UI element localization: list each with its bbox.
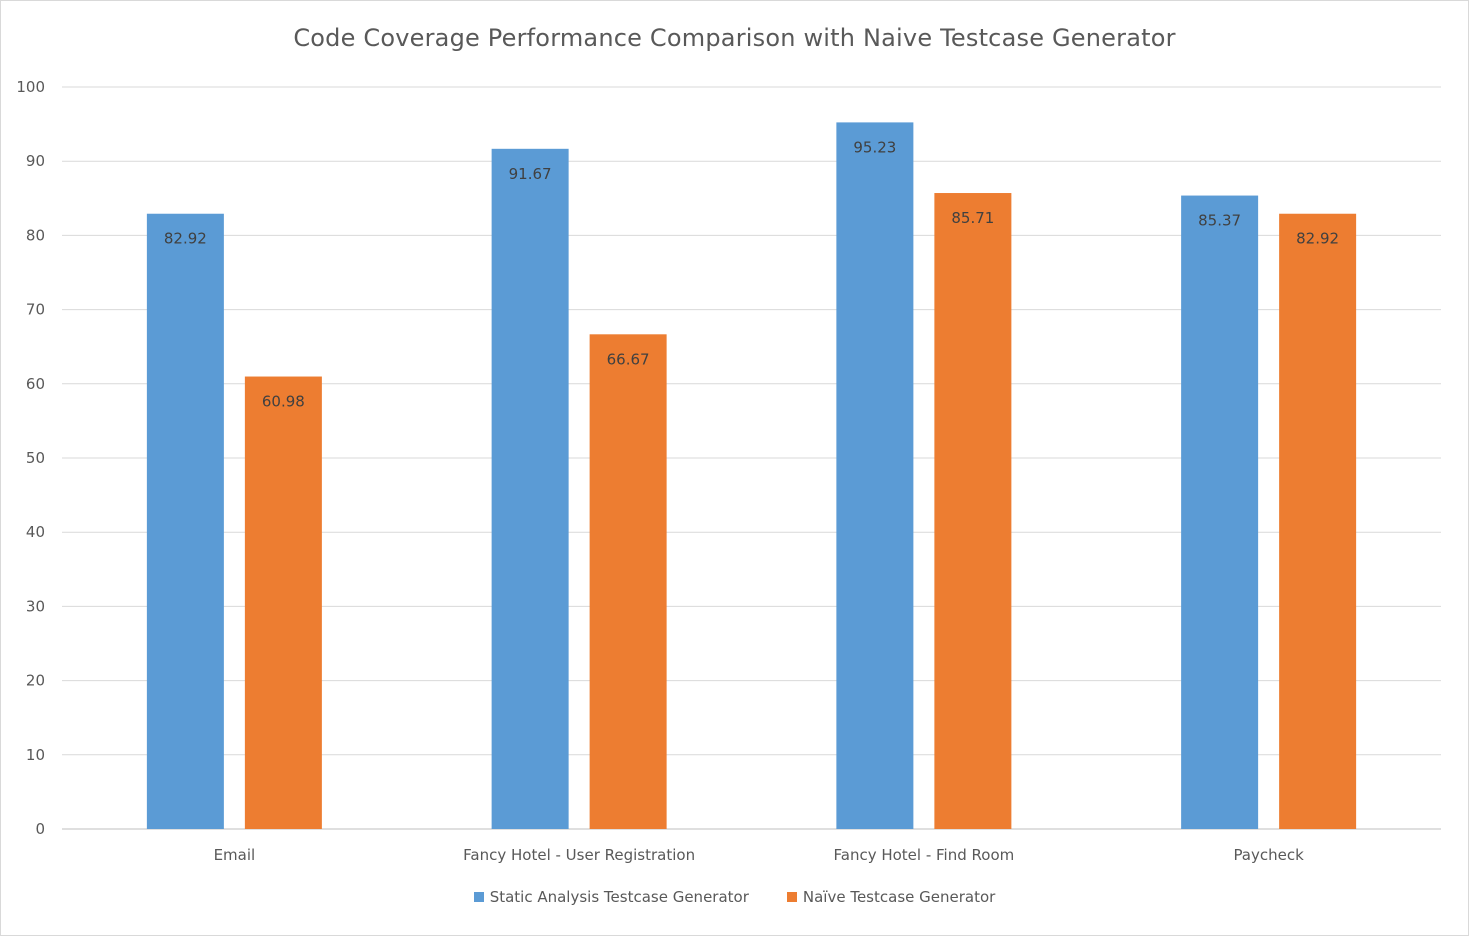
y-axis-ticks: 0 10 20 30 40 50 60 70 80 90 100 — [16, 78, 45, 838]
x-category-label-2: Fancy Hotel - Find Room — [834, 846, 1015, 864]
bar-s1-c2 — [934, 193, 1012, 829]
bar-s0-c1 — [491, 148, 569, 829]
x-axis-categories: Email Fancy Hotel - User Registration Fanc… — [214, 846, 1305, 864]
data-label-s0-c0: 82.92 — [164, 230, 207, 248]
bar-s0-c2 — [836, 122, 914, 829]
y-tick-label-40: 40 — [26, 523, 45, 541]
bar-s0-c0 — [146, 213, 224, 830]
y-tick-label-60: 60 — [26, 375, 45, 393]
data-label-s1-c1: 66.67 — [607, 350, 650, 368]
bars — [146, 122, 1357, 830]
data-label-s1-c0: 60.98 — [262, 393, 305, 411]
legend-swatch-static — [473, 892, 484, 902]
data-label-s1-c2: 85.71 — [951, 209, 994, 227]
y-tick-label-20: 20 — [26, 672, 45, 690]
legend-label-naive: Naïve Testcase Generator — [802, 888, 996, 906]
x-category-label-3: Paycheck — [1233, 846, 1304, 864]
data-label-s1-c3: 82.92 — [1296, 230, 1339, 248]
y-tick-label-10: 10 — [26, 746, 45, 764]
y-tick-label-0: 0 — [35, 820, 45, 838]
y-tick-label-30: 30 — [26, 597, 45, 615]
legend-item-naive: Naïve Testcase Generator — [786, 888, 996, 906]
data-labels: 82.92 60.98 91.67 66.67 95.23 85.71 85.37 82.92 — [164, 138, 1339, 410]
bar-s1-c0 — [244, 376, 322, 829]
data-label-s0-c2: 95.23 — [853, 138, 896, 156]
y-tick-label-50: 50 — [26, 449, 45, 467]
bar-s1-c3 — [1279, 213, 1357, 830]
x-category-label-1: Fancy Hotel - User Registration — [463, 846, 695, 864]
legend: Static Analysis Testcase Generator Naïve… — [0, 888, 1469, 906]
legend-swatch-naive — [786, 892, 797, 902]
data-label-s0-c1: 91.67 — [509, 165, 552, 183]
legend-label-static: Static Analysis Testcase Generator — [489, 888, 749, 906]
data-label-s0-c3: 85.37 — [1198, 212, 1241, 230]
legend-item-static: Static Analysis Testcase Generator — [473, 888, 749, 906]
chart-title: Code Coverage Performance Comparison wit… — [293, 24, 1176, 52]
y-tick-label-90: 90 — [26, 152, 45, 170]
bar-s0-c3 — [1181, 195, 1259, 830]
x-category-label-0: Email — [214, 846, 256, 864]
y-tick-label-80: 80 — [26, 226, 45, 244]
bar-s1-c1 — [589, 334, 667, 829]
y-tick-label-100: 100 — [16, 78, 45, 96]
y-tick-label-70: 70 — [26, 301, 45, 319]
